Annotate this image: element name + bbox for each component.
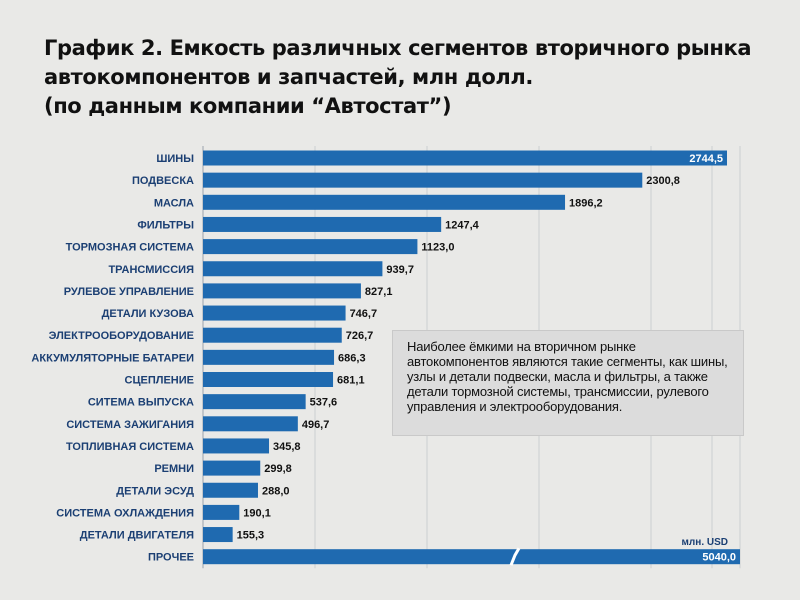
chart-title: График 2. Емкость различных сегментов вт…	[44, 34, 774, 121]
value-label: 681,1	[337, 375, 365, 387]
bar-1	[203, 150, 727, 166]
value-label: 2744,5	[689, 153, 723, 165]
value-label: 2300,8	[646, 175, 680, 187]
value-label: 288,0	[262, 485, 290, 497]
bar-13	[203, 416, 298, 432]
bar-18	[203, 527, 233, 543]
value-label: 155,3	[237, 530, 265, 542]
value-label: 190,1	[243, 507, 271, 519]
category-label: ШИНЫ	[156, 153, 194, 165]
category-label: АККУМУЛЯТОРНЫЕ БАТАРЕИ	[31, 352, 194, 364]
category-label: МАСЛА	[154, 197, 194, 209]
bar-17	[203, 504, 240, 520]
category-label: СИСТЕМА ЗАЖИГАНИЯ	[66, 419, 194, 431]
bar-3	[203, 194, 566, 210]
axis-break-mark	[509, 547, 521, 566]
category-label: СИСТЕМА ОХЛАЖДЕНИЯ	[56, 507, 194, 519]
bar-6	[203, 261, 383, 277]
unit-label: млн. USD	[682, 537, 728, 548]
value-label: 1247,4	[445, 219, 480, 231]
value-label: 1896,2	[569, 197, 603, 209]
category-label: ДЕТАЛИ ЭСУД	[116, 485, 194, 497]
value-labels: 2744,5 2300,8 1896,2 1247,4 1123,0 939,7 827,1…	[237, 153, 736, 564]
title-line-1: График 2. Емкость различных сегментов вт…	[44, 36, 752, 60]
category-label: ФИЛЬТРЫ	[137, 219, 194, 231]
value-label: 939,7	[386, 264, 414, 276]
category-label: ТРАНСМИССИЯ	[108, 264, 194, 276]
category-label: СЦЕПЛЕНИЕ	[125, 375, 194, 387]
category-label: ПОДВЕСКА	[132, 175, 194, 187]
bar-19	[203, 549, 740, 565]
bar-5	[203, 239, 418, 255]
bar-12	[203, 394, 306, 410]
bars	[203, 150, 740, 566]
bar-16	[203, 482, 258, 498]
value-label: 1123,0	[421, 242, 454, 254]
bar-8	[203, 305, 346, 321]
annotation-note: Наиболее ёмкими на вторичном рынке авток…	[392, 330, 744, 436]
value-label: 746,7	[350, 308, 378, 320]
bar-7	[203, 283, 361, 299]
bar-11	[203, 372, 334, 387]
category-label: РУЛЕВОЕ УПРАВЛЕНИЕ	[64, 286, 194, 298]
title-line-2: автокомпонентов и запчастей, млн долл.	[44, 65, 533, 89]
value-label: 726,7	[346, 330, 374, 342]
value-label: 5040,0	[702, 552, 736, 564]
category-label: ПРОЧЕЕ	[148, 552, 194, 564]
value-label: 299,8	[264, 463, 292, 475]
bar-9	[203, 327, 342, 343]
category-label: РЕМНИ	[154, 463, 194, 475]
value-label: 345,8	[273, 441, 301, 453]
category-label: СИТЕМА ВЫПУСКА	[88, 397, 194, 409]
bar-14	[203, 438, 270, 454]
value-label: 686,3	[338, 352, 366, 364]
value-label: 496,7	[302, 419, 330, 431]
title-line-3: (по данным компании “Автостат”)	[44, 94, 452, 118]
category-label: ДЕТАЛИ КУЗОВА	[102, 308, 194, 320]
category-labels: ШИНЫ ПОДВЕСКА МАСЛА ФИЛЬТРЫ ТОРМОЗНАЯ СИСТЕМ…	[31, 153, 194, 564]
category-label: ТОПЛИВНАЯ СИСТЕМА	[66, 441, 194, 453]
category-label: ДЕТАЛИ ДВИГАТЕЛЯ	[80, 530, 194, 542]
bar-10	[203, 349, 335, 365]
bar-15	[203, 460, 261, 476]
bar-4	[203, 216, 442, 232]
value-label: 537,6	[310, 397, 338, 409]
bar-2	[203, 172, 643, 188]
category-label: ТОРМОЗНАЯ СИСТЕМА	[66, 242, 194, 254]
value-label: 827,1	[365, 286, 393, 298]
category-label: ЭЛЕКТРООБОРУДОВАНИЕ	[49, 330, 194, 342]
